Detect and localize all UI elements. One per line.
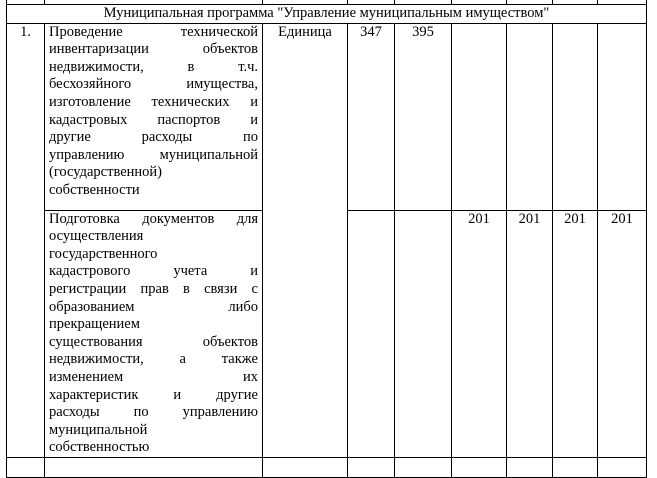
- program-header-row: Муниципальная программа "Управление муни…: [6, 4, 647, 24]
- row-number: 1.: [6, 22, 45, 458]
- description-line: изготовление технических и: [49, 93, 258, 110]
- value-cell: [394, 209, 452, 458]
- unit-cell: Единица: [262, 22, 348, 458]
- description-line: недвижимости, в т.ч.: [49, 58, 258, 75]
- value-cell: [552, 22, 598, 211]
- previous-row-fragment: [6, 0, 647, 5]
- value-cell: [597, 22, 647, 211]
- next-row-fragment: [6, 456, 647, 478]
- value-cell: 347: [347, 22, 395, 211]
- activity-description: Подготовка документов для осуществления го…: [44, 209, 263, 458]
- description-line: характеристик и другие: [49, 386, 258, 403]
- description-line: Подготовка документов для: [49, 210, 258, 227]
- description-line: недвижимости, а также: [49, 351, 258, 368]
- description-line: кадастрового учета и: [49, 263, 258, 280]
- description-line: образованием либо: [49, 298, 258, 315]
- description-line: Проведение технической: [49, 23, 258, 40]
- value-cell: 201: [506, 209, 553, 458]
- description-line: прекращением: [49, 316, 140, 333]
- description-line: другие расходы по: [49, 129, 258, 146]
- value-cell: [347, 209, 395, 458]
- program-title: Муниципальная программа "Управление муни…: [6, 4, 647, 24]
- value-cell: 201: [552, 209, 598, 458]
- description-line: регистрации прав в связи с: [49, 280, 258, 297]
- value-cell: 395: [394, 22, 452, 211]
- description-line: муниципальной: [49, 421, 148, 438]
- value-cell: 201: [597, 209, 647, 458]
- description-line: управлению муниципальной: [49, 146, 258, 163]
- description-line: расходы по управлению: [49, 404, 258, 421]
- description-line: изменением их: [49, 368, 258, 385]
- value-cell: [451, 22, 507, 211]
- table-row: 1. Проведение технической инвентаризации …: [6, 22, 647, 458]
- description-line: государственного: [49, 245, 158, 262]
- value-cell: [506, 22, 553, 211]
- description-line: (государственной): [49, 164, 162, 181]
- program-table: Муниципальная программа "Управление муни…: [6, 0, 647, 478]
- table-row: Подготовка документов для осуществления го…: [7, 209, 647, 458]
- description-line: собственностью: [49, 439, 150, 456]
- description-line: бесхозяйного имущества,: [49, 76, 258, 93]
- description-line: кадастровых паспортов и: [49, 111, 258, 128]
- activity-description: Проведение технической инвентаризации объ…: [44, 22, 263, 211]
- value-cell: 201: [451, 209, 507, 458]
- description-line: собственности: [49, 181, 140, 198]
- description-line: инвентаризации объектов: [49, 41, 258, 58]
- description-line: существования объектов: [49, 333, 258, 350]
- description-line: осуществления: [49, 228, 144, 245]
